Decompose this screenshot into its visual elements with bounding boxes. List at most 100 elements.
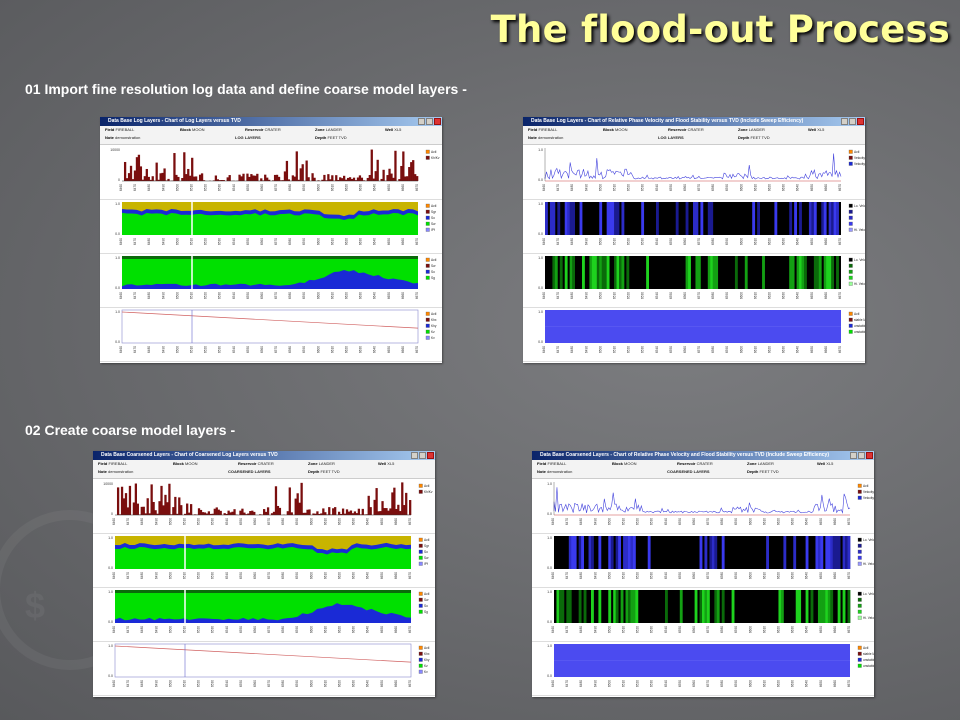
depth-tick-label: 6620 xyxy=(345,292,349,299)
chart-log-svg: 6460 6470 6480 6490 6500 6510 6520 6530 6540 6550… xyxy=(110,148,440,191)
coarsened-layers-window[interactable]: Data Base Coarsened Layers - Chart of Co… xyxy=(93,451,435,697)
depth-tick-label: 6640 xyxy=(366,572,370,579)
depth-tick-label: 6530 xyxy=(650,572,654,579)
depth-tick-label: 6570 xyxy=(697,238,701,245)
window-titlebar[interactable]: Data Base Coarsened Layers - Chart of Re… xyxy=(532,451,874,460)
depth-tick-label: 6580 xyxy=(720,626,724,633)
log-bar xyxy=(326,514,329,515)
log-bar xyxy=(414,174,417,181)
legend-swatch xyxy=(857,591,862,596)
depth-tick-label: 6470 xyxy=(556,292,560,299)
depth-tick-label: 6520 xyxy=(204,238,208,245)
log-bar xyxy=(260,178,263,181)
window-titlebar[interactable]: Data Base Log Layers - Chart of Log Laye… xyxy=(100,117,442,126)
depth-tick-label: 6530 xyxy=(218,292,222,299)
meta-zone-value: LANDER xyxy=(757,461,774,466)
meta-note-label: Note xyxy=(528,135,537,140)
section-label: COARSENED LAYERS xyxy=(228,469,271,474)
depth-tick-label: 6570 xyxy=(274,184,278,191)
minimize-button[interactable] xyxy=(850,452,857,459)
minimize-button[interactable] xyxy=(411,452,418,459)
maximize-button[interactable] xyxy=(858,452,865,459)
chart-panel-sat: 6460 6470 6480 6490 6500 6510 6520 6530 6540 6550… xyxy=(93,533,435,588)
log-bar xyxy=(285,160,289,181)
log-bar xyxy=(316,511,319,515)
velocity-band xyxy=(818,256,822,289)
meta-note: Note demonstration xyxy=(98,469,133,474)
minimize-button[interactable] xyxy=(418,118,425,125)
close-button[interactable] xyxy=(866,452,873,459)
chart-panel-log: 6460 6470 6480 6490 6500 6510 6520 6530 6540 6550… xyxy=(100,145,442,200)
depth-tick-label: 6660 xyxy=(824,346,828,353)
velocity-band xyxy=(710,202,714,235)
depth-tick-label: 6630 xyxy=(359,292,363,299)
velocity-band xyxy=(567,202,571,235)
close-button[interactable] xyxy=(857,118,864,125)
velocity-band xyxy=(613,590,617,623)
close-button[interactable] xyxy=(427,452,434,459)
legend-swatch xyxy=(418,669,423,674)
depth-tick-label: 6500 xyxy=(175,292,179,299)
log-bar xyxy=(213,508,216,515)
legend-swatch xyxy=(425,275,430,280)
meta-block-label: Block xyxy=(173,461,184,466)
log-bar xyxy=(322,508,325,515)
maximize-button[interactable] xyxy=(426,118,433,125)
log-bar xyxy=(247,513,250,515)
velocity-log-window[interactable]: Data Base Log Layers - Chart of Relative… xyxy=(523,117,865,363)
depth-tick-label: 6490 xyxy=(593,518,597,525)
log-bar xyxy=(136,503,139,515)
velocity-band xyxy=(571,536,575,569)
velocity-band xyxy=(791,256,795,289)
meta-zone-label: Zone xyxy=(308,461,318,466)
meta-depth-label: Depth xyxy=(738,135,750,140)
log-bar xyxy=(312,513,315,515)
velocity-coarsened-window[interactable]: Data Base Coarsened Layers - Chart of Re… xyxy=(532,451,874,697)
log-bar xyxy=(233,509,236,515)
log-bar xyxy=(133,170,137,181)
minimize-button[interactable] xyxy=(841,118,848,125)
depth-tick-label: 6470 xyxy=(565,680,569,687)
velocity-band xyxy=(588,536,592,569)
log-bar xyxy=(118,514,122,515)
legend-label: Velocity(w) xyxy=(863,490,874,494)
log-bar xyxy=(341,508,345,515)
velocity-band xyxy=(821,202,825,235)
log-bar xyxy=(142,506,145,515)
velocity-band xyxy=(625,536,629,569)
velocity-band xyxy=(591,256,595,289)
log-bar xyxy=(334,507,337,515)
depth-tick-label: 6570 xyxy=(706,626,710,633)
log-bar xyxy=(343,513,347,515)
log-bar xyxy=(217,509,220,515)
log-bar xyxy=(216,179,219,181)
chart-panel-log: 6460 6470 6480 6490 6500 6510 6520 6530 6540 6550… xyxy=(93,479,435,534)
velocity-band xyxy=(697,256,701,289)
depth-tick-label: 6640 xyxy=(366,518,370,525)
log-bar xyxy=(241,508,244,515)
log-bar xyxy=(199,509,203,515)
depth-tick-label: 6560 xyxy=(260,346,264,353)
log-bar xyxy=(401,482,404,515)
close-button[interactable] xyxy=(434,118,441,125)
window-titlebar[interactable]: Data Base Log Layers - Chart of Relative… xyxy=(523,117,865,126)
depth-tick-label: 6520 xyxy=(636,572,640,579)
velocity-band xyxy=(805,536,809,569)
window-titlebar[interactable]: Data Base Coarsened Layers - Chart of Co… xyxy=(93,451,435,460)
maximize-button[interactable] xyxy=(419,452,426,459)
velocity-band xyxy=(616,202,620,235)
log-layers-window[interactable]: Data Base Log Layers - Chart of Log Laye… xyxy=(100,117,442,363)
legend-swatch xyxy=(848,317,853,322)
log-bar xyxy=(352,177,356,181)
log-bar xyxy=(126,507,130,515)
depth-tick-label: 6550 xyxy=(239,626,243,633)
meta-reservoir-label: Reservoir xyxy=(668,127,687,132)
depth-tick-label: 6570 xyxy=(697,346,701,353)
depth-tick-label: 6500 xyxy=(607,680,611,687)
depth-tick-label: 6540 xyxy=(655,184,659,191)
depth-tick-label: 6540 xyxy=(232,292,236,299)
maximize-button[interactable] xyxy=(849,118,856,125)
velocity-band xyxy=(611,202,615,235)
velocity-band xyxy=(695,202,699,235)
depth-tick-label: 6600 xyxy=(748,680,752,687)
